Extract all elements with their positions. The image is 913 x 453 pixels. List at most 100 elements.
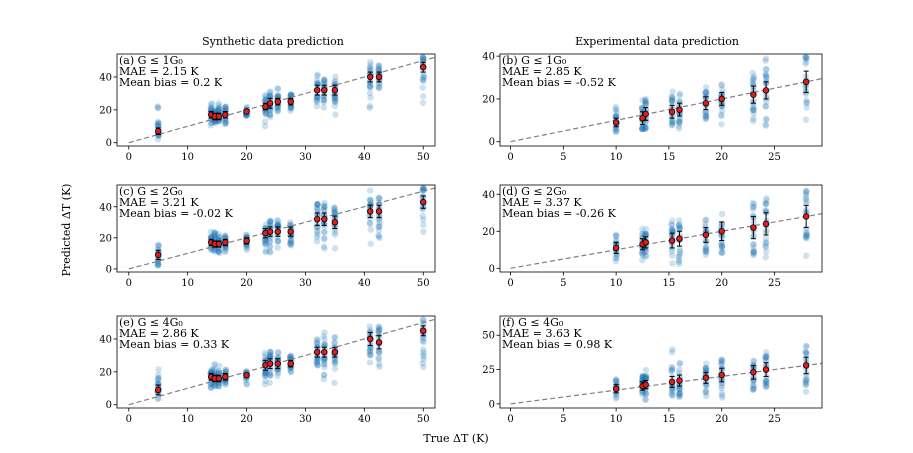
data-point bbox=[376, 326, 383, 333]
data-point bbox=[676, 366, 683, 373]
data-point bbox=[376, 222, 383, 229]
y-tick-label: 50 bbox=[482, 331, 495, 342]
y-tick-label: 20 bbox=[99, 105, 112, 116]
data-point bbox=[763, 380, 770, 387]
data-point bbox=[675, 390, 683, 397]
data-point bbox=[266, 92, 273, 100]
mean-marker bbox=[222, 111, 229, 118]
data-point bbox=[675, 256, 683, 264]
mean-marker bbox=[802, 213, 810, 220]
data-point bbox=[612, 231, 620, 238]
data-point bbox=[154, 262, 161, 269]
data-point bbox=[261, 92, 269, 99]
mean-marker bbox=[612, 385, 620, 392]
data-point bbox=[332, 98, 339, 106]
panel-annotation: MAE = 2.15 K bbox=[119, 65, 199, 78]
data-point bbox=[266, 89, 273, 96]
y-tick-label: 40 bbox=[482, 190, 495, 201]
mean-marker bbox=[702, 100, 710, 107]
data-point bbox=[367, 240, 374, 247]
data-point bbox=[803, 104, 810, 111]
data-point bbox=[762, 206, 769, 213]
data-point bbox=[207, 228, 215, 235]
mean-marker bbox=[155, 251, 162, 259]
data-point bbox=[641, 374, 649, 381]
x-tick-label: 50 bbox=[417, 152, 430, 163]
data-point bbox=[702, 223, 709, 231]
data-point bbox=[642, 100, 649, 107]
data-point bbox=[321, 77, 328, 84]
data-point bbox=[222, 103, 229, 111]
data-point bbox=[331, 365, 339, 372]
data-point bbox=[668, 349, 676, 356]
data-point bbox=[267, 353, 274, 360]
data-point bbox=[321, 363, 328, 371]
data-point bbox=[262, 352, 269, 359]
data-point bbox=[669, 227, 676, 235]
data-point bbox=[221, 232, 229, 239]
data-point bbox=[718, 241, 725, 248]
data-point bbox=[642, 95, 649, 103]
data-point bbox=[762, 57, 769, 64]
data-point bbox=[211, 229, 219, 237]
data-point bbox=[702, 221, 709, 228]
data-point bbox=[266, 92, 274, 99]
data-point bbox=[261, 240, 269, 247]
data-point bbox=[420, 353, 427, 360]
data-point bbox=[242, 377, 250, 384]
data-point bbox=[376, 223, 383, 231]
data-point bbox=[267, 249, 274, 256]
x-tick-label: 50 bbox=[417, 414, 430, 425]
data-point bbox=[639, 234, 646, 241]
data-point bbox=[612, 126, 619, 133]
data-point bbox=[154, 246, 162, 253]
data-point bbox=[763, 227, 770, 234]
data-point bbox=[802, 58, 810, 66]
data-point bbox=[643, 391, 650, 398]
data-point bbox=[419, 99, 427, 106]
data-point bbox=[367, 226, 374, 233]
data-point bbox=[211, 248, 218, 255]
data-point bbox=[719, 358, 726, 365]
data-point bbox=[420, 348, 427, 356]
data-point bbox=[762, 354, 769, 361]
data-point bbox=[261, 381, 269, 388]
data-point bbox=[702, 115, 709, 123]
data-point bbox=[668, 363, 675, 371]
data-point bbox=[207, 233, 214, 241]
data-point bbox=[155, 261, 162, 269]
data-point bbox=[332, 98, 339, 105]
data-point bbox=[642, 253, 650, 260]
data-point bbox=[321, 357, 328, 365]
data-point bbox=[638, 125, 646, 133]
data-point bbox=[676, 118, 683, 126]
data-point bbox=[332, 358, 339, 366]
data-point bbox=[367, 352, 374, 359]
data-point bbox=[155, 242, 162, 250]
x-tick-label: 10 bbox=[610, 414, 623, 425]
data-point bbox=[802, 388, 810, 395]
panel-annotation: (f) G ≤ 4G₀ bbox=[502, 316, 564, 329]
data-point bbox=[262, 95, 269, 103]
y-tick-label: 0 bbox=[106, 264, 112, 275]
data-point bbox=[320, 243, 328, 250]
data-point bbox=[274, 107, 282, 114]
data-point bbox=[750, 386, 757, 393]
data-point bbox=[154, 120, 161, 128]
data-point bbox=[642, 124, 649, 131]
data-point bbox=[155, 119, 162, 127]
data-point bbox=[639, 230, 646, 238]
data-point bbox=[313, 340, 321, 347]
data-point bbox=[287, 91, 295, 98]
data-point bbox=[676, 360, 683, 367]
x-tick-label: 5 bbox=[560, 414, 566, 425]
data-point bbox=[367, 197, 374, 204]
x-axis-label: True ΔT (K) bbox=[423, 432, 488, 445]
data-point bbox=[676, 385, 683, 393]
panel-annotation: MAE = 2.86 K bbox=[119, 327, 199, 340]
mean-marker bbox=[612, 119, 620, 126]
panel-annotation: Mean bias = -0.02 K bbox=[119, 207, 234, 220]
data-point bbox=[642, 252, 649, 259]
data-point bbox=[763, 75, 770, 83]
